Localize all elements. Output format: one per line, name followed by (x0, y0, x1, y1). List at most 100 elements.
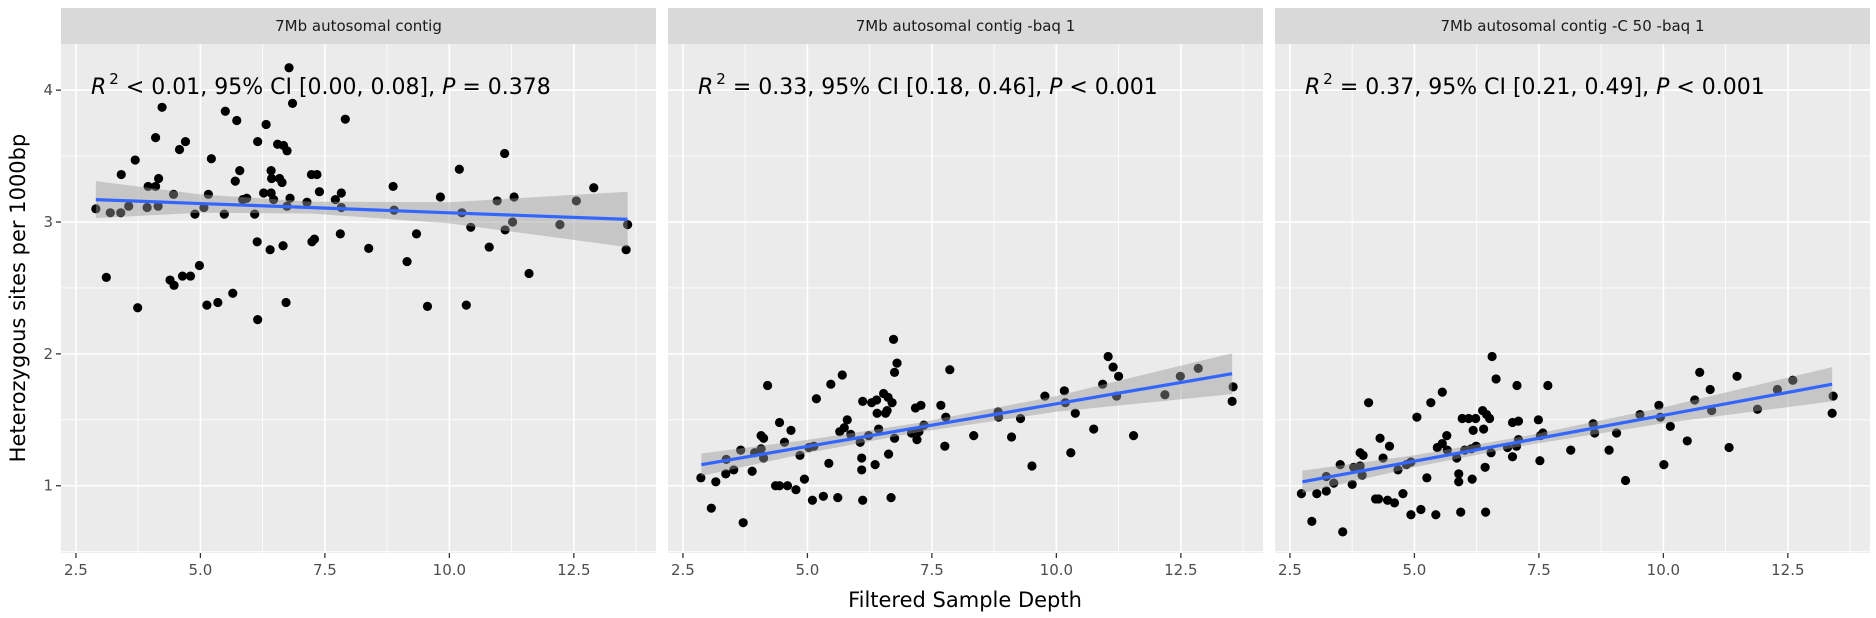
r-superscript: 2 (716, 70, 726, 88)
data-point (508, 217, 518, 227)
data-point (1486, 448, 1496, 458)
data-point (492, 196, 502, 206)
data-point (1635, 409, 1645, 420)
data-point (454, 164, 464, 174)
data-point (253, 314, 263, 325)
data-point (252, 237, 262, 247)
data-point (1566, 445, 1576, 455)
data-point (1457, 413, 1467, 424)
data-point (1406, 510, 1416, 520)
data-point (1695, 367, 1705, 377)
data-point (153, 201, 163, 211)
data-point (936, 400, 946, 410)
data-point (1442, 431, 1452, 441)
data-point (314, 187, 325, 197)
data-point (858, 495, 868, 505)
data-point (1464, 413, 1474, 424)
data-point (571, 196, 581, 206)
confidence-band (701, 353, 1233, 476)
data-point (882, 405, 892, 416)
panel-background (668, 44, 1263, 553)
x-tick-label: 2.5 (64, 561, 88, 579)
data-point (1665, 421, 1675, 432)
data-point (1373, 494, 1384, 504)
data-point (259, 188, 269, 198)
data-point (1452, 453, 1462, 463)
facet-title: 7Mb autosomal contig -baq 1 (856, 17, 1076, 35)
data-point (1588, 419, 1598, 429)
data-point (883, 449, 894, 459)
data-point (1066, 448, 1076, 458)
data-point (250, 209, 260, 219)
data-point (1382, 495, 1393, 505)
data-point (1752, 404, 1763, 414)
data-point (758, 433, 769, 443)
data-point (912, 434, 922, 445)
data-point (1098, 379, 1108, 389)
x-tick-label: 12.5 (1771, 561, 1804, 579)
r-symbol: R (91, 75, 106, 100)
data-point (1040, 391, 1050, 401)
data-point (312, 169, 322, 180)
data-point (1654, 400, 1664, 410)
p-value: = 0.378 (455, 75, 550, 100)
data-point (1378, 453, 1388, 463)
regression-line (1302, 382, 1833, 484)
r-symbol: R (698, 75, 713, 100)
data-point (774, 481, 785, 491)
x-tick-label: 12.5 (557, 561, 590, 579)
data-point (736, 445, 746, 455)
x-axis-title: Filtered Sample Depth (848, 588, 1082, 612)
data-point (124, 201, 134, 211)
data-point (91, 204, 101, 214)
x-tick-label: 7.5 (920, 561, 944, 579)
data-point (116, 169, 126, 180)
facet-strip (668, 8, 1263, 44)
data-point (1103, 351, 1113, 362)
y-tick-label: 2 (43, 345, 53, 363)
data-point (1507, 452, 1518, 462)
data-point (837, 370, 847, 380)
data-point (889, 433, 900, 443)
data-point (940, 441, 950, 451)
data-point (206, 154, 216, 164)
data-point (277, 177, 287, 188)
data-point (711, 477, 721, 487)
data-point (466, 222, 476, 232)
data-point (721, 469, 731, 479)
regression-line (95, 198, 628, 221)
data-point (1431, 510, 1441, 520)
x-tick-label: 5.0 (188, 561, 212, 579)
data-point (826, 379, 836, 389)
data-point (756, 444, 766, 454)
data-point (1437, 438, 1447, 449)
data-point (143, 181, 153, 192)
data-point (1468, 425, 1478, 435)
data-point (1321, 486, 1331, 496)
data-point (151, 133, 161, 143)
data-point (1481, 507, 1491, 517)
data-point (287, 98, 298, 108)
data-point (807, 495, 817, 505)
data-point (202, 300, 212, 310)
data-point (177, 271, 188, 281)
confidence-band (95, 181, 628, 248)
data-point (461, 300, 471, 310)
data-point (729, 465, 739, 475)
data-point (1690, 395, 1700, 405)
data-point (190, 209, 200, 219)
data-point (696, 473, 706, 483)
data-point (220, 106, 230, 116)
y-tick-label: 1 (43, 477, 53, 495)
data-point (886, 493, 896, 503)
data-point (621, 245, 631, 255)
data-point (1108, 362, 1118, 372)
confidence-band (1302, 367, 1833, 494)
data-point (1788, 375, 1798, 385)
data-point (1307, 516, 1317, 526)
data-point (228, 288, 238, 298)
x-tick-label: 12.5 (1164, 561, 1197, 579)
data-point (1312, 489, 1322, 499)
x-tick-label: 2.5 (671, 561, 695, 579)
